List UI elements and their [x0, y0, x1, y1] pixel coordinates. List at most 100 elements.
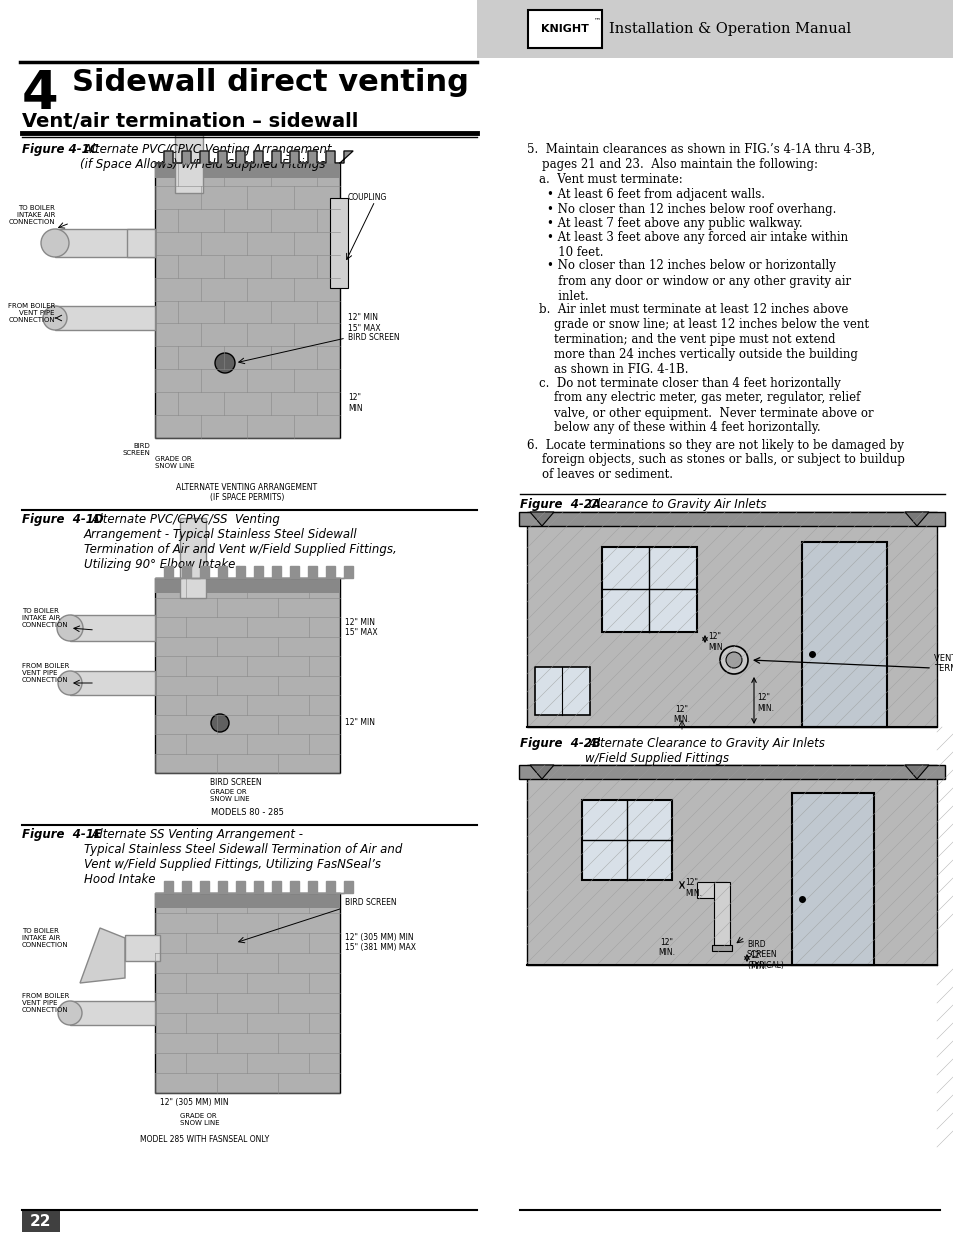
Text: Alternate PVC/CPVC Venting Arrangement
(if Space Allows) w/Field Supplied Fittin: Alternate PVC/CPVC Venting Arrangement (… — [80, 143, 332, 170]
Polygon shape — [209, 881, 227, 893]
Text: • At least 7 feet above any public walkway.: • At least 7 feet above any public walkw… — [546, 217, 801, 230]
Text: 12"
MIN.: 12" MIN. — [684, 878, 701, 898]
Text: BIRD SCREEN: BIRD SCREEN — [345, 898, 396, 906]
Circle shape — [211, 714, 229, 732]
Polygon shape — [172, 566, 191, 578]
Circle shape — [58, 671, 82, 695]
Text: MODEL 285 WITH FASNSEAL ONLY: MODEL 285 WITH FASNSEAL ONLY — [140, 1135, 269, 1144]
Text: BIRD
SCREEN: BIRD SCREEN — [122, 443, 150, 456]
Circle shape — [57, 615, 83, 641]
Polygon shape — [335, 566, 353, 578]
FancyBboxPatch shape — [527, 10, 601, 48]
Polygon shape — [191, 566, 209, 578]
Text: Vent/air termination – sidewall: Vent/air termination – sidewall — [22, 112, 358, 131]
Bar — [711, 945, 731, 951]
Polygon shape — [316, 566, 335, 578]
Text: GRADE OR
SNOW LINE: GRADE OR SNOW LINE — [154, 456, 194, 469]
Polygon shape — [298, 566, 316, 578]
Polygon shape — [172, 881, 191, 893]
Text: ™: ™ — [594, 17, 601, 23]
Bar — [791, 793, 873, 965]
Bar — [518, 764, 944, 779]
Text: 12" MIN
15" MAX: 12" MIN 15" MAX — [345, 618, 377, 637]
Text: VENT / AIR
TERMINATION: VENT / AIR TERMINATION — [933, 653, 953, 673]
Polygon shape — [904, 764, 928, 779]
Bar — [127, 228, 154, 257]
Bar — [535, 667, 589, 715]
Polygon shape — [191, 881, 209, 893]
Polygon shape — [263, 566, 281, 578]
Polygon shape — [263, 881, 281, 893]
Bar — [154, 578, 339, 593]
Text: c.  Do not terminate closer than 4 feet horizontally
    from any electric meter: c. Do not terminate closer than 4 feet h… — [538, 377, 873, 435]
Bar — [330, 198, 348, 288]
Bar — [55, 306, 154, 330]
Text: 22: 22 — [30, 1214, 51, 1229]
Polygon shape — [530, 513, 554, 526]
Text: Figure  4-1E: Figure 4-1E — [22, 827, 102, 841]
Bar — [154, 578, 339, 773]
Text: 12" (305 MM) MIN: 12" (305 MM) MIN — [160, 1098, 229, 1107]
Text: 12"
MIN.: 12" MIN. — [749, 951, 766, 971]
Bar — [180, 517, 206, 598]
Text: a.  Vent must terminate:: a. Vent must terminate: — [538, 173, 682, 186]
Text: b.  Air inlet must terminate at least 12 inches above
    grade or snow line; at: b. Air inlet must terminate at least 12 … — [538, 303, 868, 375]
Bar — [476, 0, 953, 58]
Bar — [713, 882, 729, 945]
Text: Figure  4-2A: Figure 4-2A — [519, 498, 600, 511]
Text: BIRD SCREEN: BIRD SCREEN — [210, 778, 261, 787]
Polygon shape — [209, 566, 227, 578]
Bar — [70, 615, 154, 641]
Text: 12" (305 MM) MIN
15" (381 MM) MAX: 12" (305 MM) MIN 15" (381 MM) MAX — [345, 932, 416, 952]
Polygon shape — [80, 927, 125, 983]
Polygon shape — [530, 764, 554, 779]
Polygon shape — [227, 566, 245, 578]
Text: 12"
MIN.: 12" MIN. — [658, 937, 675, 957]
Bar — [526, 513, 936, 727]
Bar — [518, 513, 944, 526]
Text: Figure  4-2B: Figure 4-2B — [519, 737, 600, 750]
Polygon shape — [154, 881, 172, 893]
Text: 6.  Locate terminations so they are not likely to be damaged by
    foreign obje: 6. Locate terminations so they are not l… — [526, 438, 904, 482]
Text: Sidewall direct venting: Sidewall direct venting — [71, 68, 468, 98]
Bar — [526, 513, 936, 727]
Bar — [55, 228, 154, 257]
Circle shape — [41, 228, 69, 257]
Bar — [174, 133, 203, 193]
Circle shape — [58, 1002, 82, 1025]
Text: 5.  Maintain clearances as shown in FIG.’s 4-1A thru 4-3B,
    pages 21 and 23. : 5. Maintain clearances as shown in FIG.’… — [526, 143, 874, 170]
Text: 12"
MIN.: 12" MIN. — [673, 705, 690, 724]
Polygon shape — [298, 881, 316, 893]
Text: Alternate Clearance to Gravity Air Inlets
w/Field Supplied Fittings: Alternate Clearance to Gravity Air Inlet… — [584, 737, 824, 764]
Circle shape — [214, 353, 234, 373]
Text: BIRD
SCREEN
(TYPICAL): BIRD SCREEN (TYPICAL) — [746, 940, 783, 969]
Bar — [70, 1002, 154, 1025]
Bar — [125, 935, 160, 961]
Text: TO BOILER
INTAKE AIR
CONNECTION: TO BOILER INTAKE AIR CONNECTION — [9, 205, 55, 225]
Polygon shape — [154, 151, 353, 163]
Text: • No closer than 12 inches below or horizontally
   from any door or window or a: • No closer than 12 inches below or hori… — [546, 259, 850, 303]
Bar — [22, 1210, 60, 1233]
Text: Figure 4-1C: Figure 4-1C — [22, 143, 98, 156]
Text: 12"
MIN.: 12" MIN. — [757, 693, 773, 713]
Text: Figure  4-1D: Figure 4-1D — [22, 513, 104, 526]
Text: KNIGHT: KNIGHT — [540, 23, 588, 35]
Text: BIRD SCREEN: BIRD SCREEN — [348, 333, 399, 342]
Bar — [697, 882, 726, 898]
Polygon shape — [904, 513, 928, 526]
Circle shape — [725, 652, 741, 668]
Text: TO BOILER
INTAKE AIR
CONNECTION: TO BOILER INTAKE AIR CONNECTION — [22, 927, 69, 948]
Polygon shape — [245, 566, 263, 578]
Polygon shape — [245, 881, 263, 893]
Polygon shape — [281, 881, 298, 893]
Bar — [601, 547, 697, 632]
Bar — [154, 163, 339, 438]
Text: 12" MIN
15" MAX: 12" MIN 15" MAX — [348, 314, 380, 332]
Bar — [801, 542, 886, 727]
Bar — [581, 800, 671, 881]
Text: Alternate SS Venting Arrangement -
Typical Stainless Steel Sidewall Termination : Alternate SS Venting Arrangement - Typic… — [84, 827, 402, 885]
Polygon shape — [316, 881, 335, 893]
Text: ALTERNATE VENTING ARRANGEMENT
(IF SPACE PERMITS): ALTERNATE VENTING ARRANGEMENT (IF SPACE … — [176, 483, 317, 503]
Polygon shape — [335, 881, 353, 893]
Text: • At least 6 feet from adjacent walls.: • At least 6 feet from adjacent walls. — [546, 188, 764, 201]
